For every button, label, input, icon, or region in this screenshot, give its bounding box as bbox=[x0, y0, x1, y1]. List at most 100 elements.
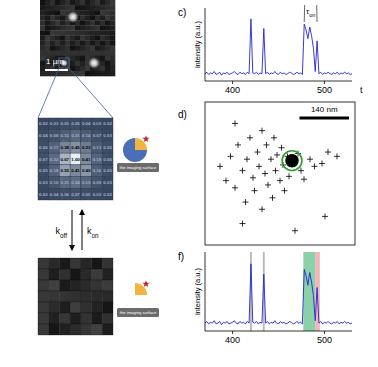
image-pixel bbox=[100, 51, 105, 56]
image-pixel bbox=[50, 10, 55, 15]
zoom-line bbox=[69, 68, 113, 118]
plus-marker bbox=[273, 168, 279, 174]
image-pixel bbox=[110, 56, 115, 61]
grid-value: 0.03 bbox=[50, 121, 59, 126]
image-pixel bbox=[90, 46, 95, 51]
image-pixel bbox=[75, 56, 80, 61]
grid-cell bbox=[102, 177, 113, 189]
grid-cell bbox=[102, 291, 113, 302]
plus-marker bbox=[232, 185, 238, 191]
image-pixel bbox=[45, 41, 50, 46]
image-pixel bbox=[65, 51, 70, 56]
image-pixel bbox=[100, 56, 105, 61]
image-pixel bbox=[60, 51, 65, 56]
frame bbox=[205, 102, 355, 245]
plus-marker bbox=[279, 145, 285, 151]
image-pixel bbox=[40, 5, 45, 10]
image-pixel bbox=[80, 35, 85, 40]
image-pixel bbox=[55, 51, 60, 56]
image-pixel bbox=[110, 61, 115, 66]
image-pixel bbox=[55, 25, 60, 30]
grid-cell bbox=[38, 130, 49, 142]
image-pixel bbox=[80, 10, 85, 15]
image-pixel bbox=[60, 5, 65, 10]
y-label: intensity (a.u.) bbox=[193, 20, 202, 68]
x-tick bbox=[232, 81, 233, 84]
image-pixel bbox=[75, 41, 80, 46]
plus-marker bbox=[334, 153, 340, 159]
grid-cell bbox=[81, 130, 92, 142]
grid-value: 0.18 bbox=[50, 168, 59, 173]
image-pixel bbox=[100, 25, 105, 30]
plus-marker bbox=[312, 163, 318, 169]
image-pixel bbox=[55, 46, 60, 51]
image-pixel bbox=[40, 51, 45, 56]
grid-cell bbox=[70, 153, 81, 165]
zoom-line bbox=[38, 68, 59, 118]
image-pixel bbox=[70, 46, 75, 51]
plus-marker bbox=[262, 171, 268, 177]
image-pixel bbox=[50, 46, 55, 51]
grid-value: 0.07 bbox=[39, 157, 48, 162]
pixel-grid: 0.020.030.050.060.040.030.020.040.080.15… bbox=[38, 118, 113, 200]
grid-value: 0.05 bbox=[39, 168, 48, 173]
grid-cell bbox=[102, 258, 113, 269]
image-pixel bbox=[110, 15, 115, 20]
image-pixel bbox=[45, 71, 50, 76]
plus-marker bbox=[291, 159, 297, 165]
grid-value: 0.07 bbox=[71, 192, 80, 197]
plus-marker bbox=[270, 195, 276, 201]
grid-value: 1.00 bbox=[71, 157, 80, 162]
grid-cell bbox=[59, 302, 70, 313]
image-pixel bbox=[50, 20, 55, 25]
image-pixel bbox=[90, 30, 95, 35]
image-pixel bbox=[80, 5, 85, 10]
image-pixel bbox=[100, 66, 105, 71]
grid-cell bbox=[92, 291, 103, 302]
image-pixel bbox=[100, 46, 105, 51]
image-pixel bbox=[60, 41, 65, 46]
grid-cell bbox=[102, 188, 113, 200]
bright-spot bbox=[88, 57, 100, 69]
image-pixel bbox=[95, 10, 100, 15]
grid-value: 0.21 bbox=[71, 133, 80, 138]
image-pixel bbox=[105, 0, 110, 5]
plus-marker bbox=[259, 128, 265, 134]
grid-value: 0.02 bbox=[103, 192, 112, 197]
plus-marker bbox=[243, 199, 249, 205]
subscript: on bbox=[92, 232, 100, 239]
intensity-trace bbox=[205, 19, 352, 75]
plus-marker bbox=[255, 149, 261, 155]
grid-value: 0.05 bbox=[82, 192, 91, 197]
grid-cell bbox=[70, 177, 81, 189]
image-pixel bbox=[80, 30, 85, 35]
image-pixel bbox=[105, 66, 110, 71]
x-tick bbox=[324, 81, 325, 84]
grid-cell bbox=[92, 313, 103, 324]
image-pixel bbox=[95, 46, 100, 51]
grid-cell bbox=[59, 291, 70, 302]
image-pixel bbox=[55, 10, 60, 15]
plus-marker bbox=[217, 163, 223, 169]
image-pixel bbox=[100, 41, 105, 46]
plus-marker bbox=[265, 182, 271, 188]
image-pixel bbox=[55, 35, 60, 40]
image-pixel bbox=[90, 15, 95, 20]
image-pixel bbox=[40, 20, 45, 25]
image-pixel bbox=[50, 25, 55, 30]
image-pixel bbox=[80, 51, 85, 56]
image-pixel bbox=[85, 0, 90, 5]
grid-cell bbox=[70, 165, 81, 177]
grid-cell bbox=[102, 118, 113, 130]
image-pixel bbox=[65, 5, 70, 10]
plot-area bbox=[217, 120, 340, 233]
grid-cell bbox=[81, 324, 92, 335]
image-pixel bbox=[110, 20, 115, 25]
grid-value: 0.17 bbox=[50, 145, 59, 150]
image-pixel bbox=[95, 51, 100, 56]
plot-area bbox=[205, 252, 352, 331]
plus-marker bbox=[240, 168, 246, 174]
image-pixel bbox=[100, 15, 105, 20]
image-pixel bbox=[65, 25, 70, 30]
fit-circle bbox=[282, 151, 302, 171]
